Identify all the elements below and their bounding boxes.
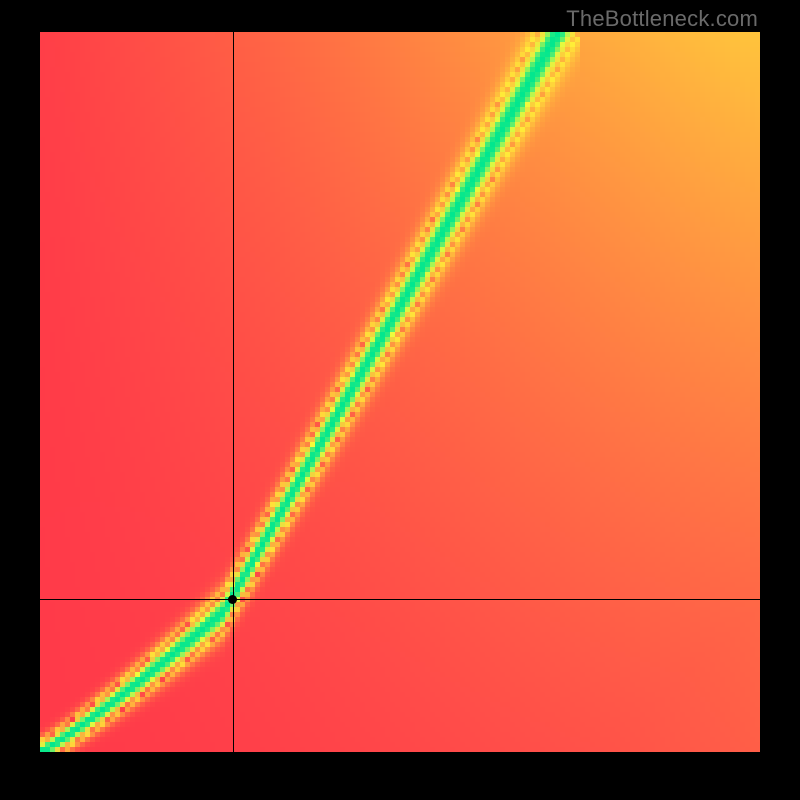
crosshair-vertical [233, 32, 234, 752]
watermark-label: TheBottleneck.com [566, 6, 758, 32]
heatmap-canvas [40, 32, 760, 752]
crosshair-horizontal [40, 599, 760, 600]
chart-container: TheBottleneck.com [0, 0, 800, 800]
heatmap-plot [40, 32, 760, 752]
